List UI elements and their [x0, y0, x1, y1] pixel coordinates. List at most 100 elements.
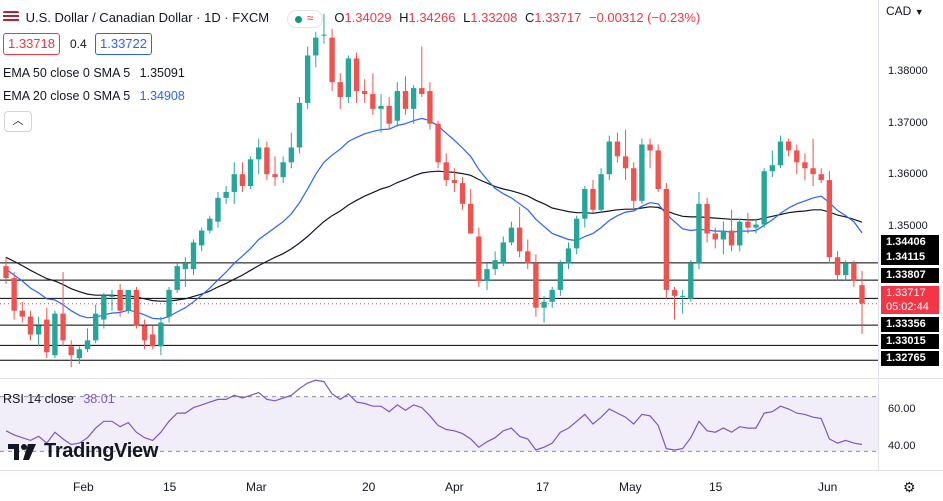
- candle-body: [459, 183, 466, 204]
- tradingview-logo[interactable]: TradingView: [8, 440, 158, 463]
- buy-button[interactable]: 1.33722: [95, 33, 152, 55]
- ohlc-close: C1.33717: [524, 10, 582, 26]
- candle-body: [11, 278, 17, 311]
- tradingview-logo-icon: [8, 443, 36, 460]
- candle-body: [745, 221, 751, 228]
- level-label[interactable]: 1.32765: [881, 351, 939, 366]
- candle-body: [492, 260, 498, 270]
- candle-body: [239, 174, 246, 187]
- candle-body: [606, 141, 612, 175]
- ema20-legend[interactable]: EMA 20 close 0 SMA 5 1.34908: [3, 89, 185, 103]
- price-axis-label: 1.36000: [888, 168, 928, 180]
- x-axis-label: Mar: [246, 480, 267, 494]
- candle-body: [671, 289, 678, 296]
- candle-body: [810, 168, 816, 175]
- candle-body: [378, 105, 384, 109]
- candle-body: [508, 227, 515, 243]
- spread-value: 0.4: [70, 37, 87, 51]
- x-axis-label: Jun: [818, 480, 838, 494]
- market-status-icon[interactable]: ≈: [286, 10, 323, 28]
- candle-body: [622, 156, 629, 169]
- candle-body: [60, 313, 66, 341]
- candle-body: [639, 144, 645, 201]
- rsi-legend[interactable]: RSI 14 close 38.01: [3, 392, 115, 406]
- candle-body: [516, 227, 523, 252]
- candle-body: [769, 165, 776, 172]
- candle-body: [557, 263, 564, 290]
- candle-body: [158, 322, 164, 347]
- ohlc-high: H1.34266: [399, 10, 456, 26]
- x-axis-label: May: [619, 480, 642, 494]
- candle-body: [663, 189, 670, 290]
- candle-body: [704, 203, 710, 234]
- candle-body: [826, 180, 833, 258]
- candle-body: [688, 263, 694, 299]
- candle-body: [223, 191, 229, 198]
- x-axis-label: 17: [536, 480, 550, 494]
- candle-body: [256, 147, 262, 160]
- price-axis-label: 1.35000: [888, 220, 928, 232]
- x-axis-label: 15: [709, 480, 723, 494]
- candle-body: [851, 263, 857, 281]
- candle-body: [794, 150, 800, 163]
- candle-body: [712, 233, 718, 240]
- collapse-legend-button[interactable]: ︿: [4, 111, 32, 132]
- level-label[interactable]: 1.34115: [881, 250, 939, 265]
- candle-body: [834, 257, 841, 276]
- candle-body: [451, 180, 458, 184]
- candle-body: [117, 289, 123, 311]
- candle-body: [125, 289, 131, 311]
- symbol-header[interactable]: U.S. Dollar / Canadian Dollar · 1D · FXC…: [3, 10, 700, 28]
- candle-body: [52, 313, 58, 356]
- current-price-label: 1.33717 05:02:44: [881, 286, 939, 314]
- ohlc-open: O1.34029: [334, 10, 392, 26]
- candle-body: [394, 91, 401, 121]
- rsi-band: [0, 396, 878, 452]
- level-label[interactable]: 1.34406: [881, 235, 939, 250]
- ema50-legend[interactable]: EMA 50 close 0 SMA 5 1.35091: [3, 66, 185, 80]
- candle-body: [476, 236, 482, 281]
- candle-body: [68, 346, 74, 356]
- candle-body: [296, 102, 303, 148]
- candle-body: [345, 58, 352, 97]
- candle-body: [101, 295, 107, 320]
- level-label[interactable]: 1.33015: [881, 334, 939, 349]
- candle-body: [313, 37, 319, 56]
- candle-body: [541, 301, 547, 308]
- candle-body: [500, 242, 506, 264]
- candle-body: [109, 295, 115, 297]
- candle-body: [467, 203, 474, 234]
- x-axis-label: Apr: [445, 480, 464, 494]
- level-label[interactable]: 1.33356: [881, 317, 939, 332]
- candle-body: [655, 150, 661, 189]
- candle-body: [337, 82, 343, 97]
- candle-body: [843, 263, 849, 276]
- candle-body: [785, 141, 792, 151]
- candle-body: [166, 289, 172, 317]
- candle-body: [737, 221, 743, 246]
- chevron-down-icon: ▼: [914, 7, 924, 17]
- ema50-line: [5, 170, 863, 302]
- candle-body: [215, 197, 221, 222]
- level-label[interactable]: 1.33807: [881, 268, 939, 283]
- gear-icon[interactable]: ⚙: [903, 479, 916, 495]
- candle-body: [329, 37, 335, 83]
- candle-body: [133, 289, 140, 326]
- ema20-line: [5, 117, 863, 320]
- candle-body: [247, 159, 254, 187]
- candle-body: [598, 174, 604, 210]
- candle-body: [590, 189, 596, 210]
- candle-body: [76, 349, 83, 359]
- sell-button[interactable]: 1.33718: [3, 33, 60, 55]
- candle-body: [679, 295, 686, 297]
- x-axis-label: 20: [362, 480, 376, 494]
- candle-body: [190, 242, 197, 270]
- candle-body: [44, 319, 50, 353]
- candle-body: [443, 162, 449, 181]
- currency-selector[interactable]: CAD ▼: [886, 4, 924, 18]
- candle-body: [720, 230, 727, 240]
- symbol-title[interactable]: U.S. Dollar / Canadian Dollar · 1D · FXC…: [25, 10, 270, 26]
- candle-body: [614, 141, 621, 157]
- brand-name: TradingView: [44, 440, 159, 462]
